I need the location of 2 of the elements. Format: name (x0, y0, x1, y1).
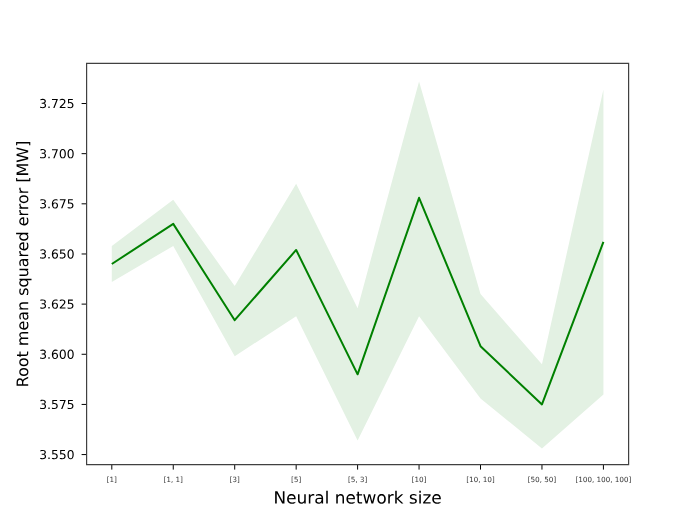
x-axis-title: Neural network size (275, 490, 441, 504)
line-series (110, 196, 605, 406)
